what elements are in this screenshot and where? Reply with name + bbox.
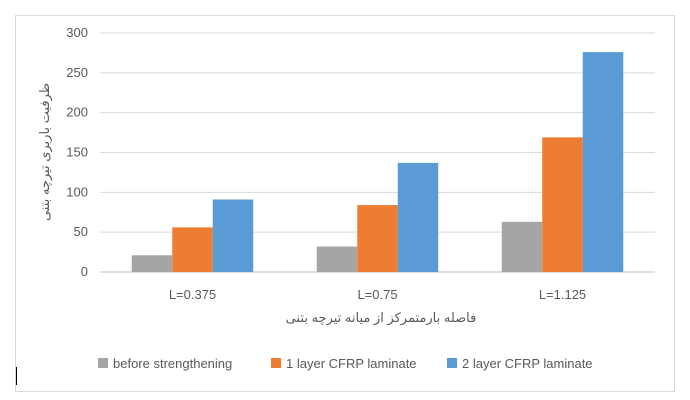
x-tick-labels: L=0.375 L=0.75 L=1.125 <box>169 287 586 302</box>
x-axis-label: فاصله بارمتمرکز از میانه تیرچه بتنی <box>286 310 477 326</box>
x-tick-label: L=0.75 <box>357 287 397 302</box>
y-tick-label: 100 <box>66 184 88 199</box>
bar-group <box>316 162 439 272</box>
bar-group <box>501 52 624 273</box>
y-axis-label: ظرفیت باربری تیرچه بتنی <box>37 83 53 221</box>
legend-item: 1 layer CFRP laminate <box>271 356 417 371</box>
legend: before strengthening 1 layer CFRP laminat… <box>98 356 593 371</box>
legend-item: 2 layer CFRP laminate <box>447 356 593 371</box>
y-tick-label: 0 <box>81 264 88 279</box>
bar-2-layer-cfrp-laminate <box>582 52 624 273</box>
legend-item: before strengthening <box>98 356 232 371</box>
bar-2-layer-cfrp-laminate <box>397 162 439 272</box>
y-tick-labels: 0 50 100 150 200 250 300 <box>66 25 88 279</box>
y-tick-label: 300 <box>66 25 88 40</box>
text-cursor <box>16 367 17 385</box>
y-tick-label: 50 <box>74 224 88 239</box>
legend-swatch <box>271 358 281 368</box>
bar-1-layer-cfrp-laminate <box>172 227 213 272</box>
y-tick-label: 200 <box>66 105 88 120</box>
bar-1-layer-cfrp-laminate <box>542 137 583 272</box>
legend-label: 2 layer CFRP laminate <box>462 356 593 371</box>
bar-groups <box>131 52 624 273</box>
legend-swatch <box>447 358 457 368</box>
legend-label: before strengthening <box>113 356 232 371</box>
bar-before-strengthening <box>131 255 173 272</box>
legend-swatch <box>98 358 108 368</box>
y-tick-label: 150 <box>66 145 88 160</box>
bar-1-layer-cfrp-laminate <box>357 205 398 272</box>
x-tick-label: L=1.125 <box>539 287 586 302</box>
bar-before-strengthening <box>501 221 543 272</box>
bar-2-layer-cfrp-laminate <box>212 199 254 272</box>
legend-label: 1 layer CFRP laminate <box>286 356 417 371</box>
y-tick-label: 250 <box>66 65 88 80</box>
bar-before-strengthening <box>316 246 358 272</box>
bar-group <box>131 199 254 272</box>
x-tick-label: L=0.375 <box>169 287 216 302</box>
